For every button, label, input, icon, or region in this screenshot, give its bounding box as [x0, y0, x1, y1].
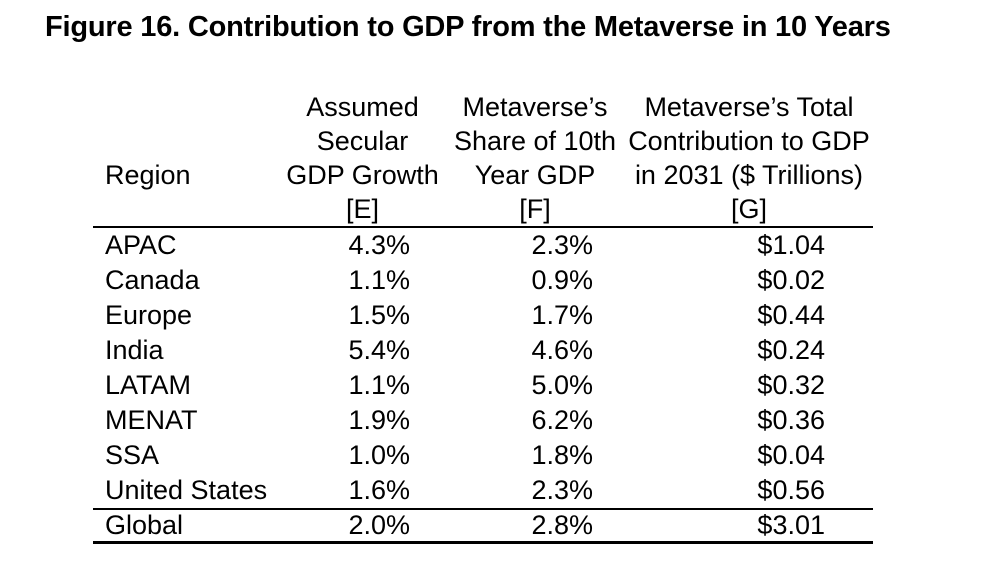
metaverse-share-cell: 4.6% — [531, 335, 593, 365]
header-line: Metaverse’s — [462, 92, 608, 122]
header-line: Metaverse’s Total — [644, 92, 854, 122]
metaverse-share-cell: 0.9% — [531, 265, 593, 295]
gdp-growth-cell: 1.6% — [348, 475, 410, 505]
table-row: MENAT 1.9% 6.2% $0.36 — [93, 403, 873, 438]
column-header-region: Region — [93, 90, 280, 228]
table-row: LATAM 1.1% 5.0% $0.32 — [93, 368, 873, 403]
table-row: India 5.4% 4.6% $0.24 — [93, 333, 873, 368]
gdp-growth-cell: 4.3% — [348, 230, 410, 260]
region-cell: APAC — [105, 230, 177, 260]
metaverse-share-cell: 2.3% — [531, 230, 593, 260]
table-header-row: Region Assumed Secular GDP Growth [E] Me… — [93, 90, 873, 228]
column-label: [F] — [519, 194, 551, 224]
header-line: Region — [105, 160, 191, 190]
gdp-contribution-cell: $0.32 — [757, 370, 825, 400]
gdp-contribution-cell: $0.44 — [757, 300, 825, 330]
column-header-metaverse-share: Metaverse’s Share of 10th Year GDP [F] — [445, 90, 625, 228]
column-header-gdp-growth: Assumed Secular GDP Growth [E] — [280, 90, 445, 228]
gdp-growth-cell: 1.0% — [348, 440, 410, 470]
metaverse-share-cell: 1.7% — [531, 300, 593, 330]
gdp-growth-cell: 1.5% — [348, 300, 410, 330]
gdp-growth-cell: 1.9% — [348, 405, 410, 435]
header-line: Contribution to GDP — [628, 126, 870, 156]
gdp-growth-cell: 5.4% — [348, 335, 410, 365]
figure-title: Figure 16. Contribution to GDP from the … — [45, 11, 891, 43]
gdp-contribution-cell: $0.02 — [757, 265, 825, 295]
metaverse-share-cell: 2.3% — [531, 475, 593, 505]
gdp-contribution-cell: $0.56 — [757, 475, 825, 505]
column-label — [105, 192, 280, 226]
column-label: [G] — [730, 194, 767, 224]
metaverse-share-cell: 5.0% — [531, 370, 593, 400]
gdp-contribution-cell: $0.24 — [757, 335, 825, 365]
metaverse-share-cell: 1.8% — [531, 440, 593, 470]
column-header-total-contribution: Metaverse’s Total Contribution to GDP in… — [625, 90, 873, 228]
region-cell: Global — [93, 508, 280, 544]
table-row: Canada 1.1% 0.9% $0.02 — [93, 263, 873, 298]
header-line: in 2031 ($ Trillions) — [634, 160, 864, 190]
header-line: Share of 10th — [453, 126, 617, 156]
metaverse-share-cell: 6.2% — [531, 405, 593, 435]
region-cell: Europe — [105, 300, 193, 330]
region-cell: Canada — [105, 265, 200, 295]
header-line: Assumed — [306, 92, 419, 122]
gdp-contribution-cell: $0.04 — [757, 440, 825, 470]
gdp-contribution-cell: $1.04 — [757, 230, 825, 260]
gdp-contribution-cell: $3.01 — [625, 508, 873, 544]
header-line: Secular — [316, 126, 409, 156]
header-line: GDP Growth — [286, 160, 439, 190]
gdp-contribution-cell: $0.36 — [757, 405, 825, 435]
header-line: Year GDP — [474, 160, 596, 190]
region-cell: SSA — [105, 440, 160, 470]
gdp-growth-cell: 1.1% — [348, 265, 410, 295]
table-total-row: Global 2.0% 2.8% $3.01 — [93, 508, 873, 544]
table-row: SSA 1.0% 1.8% $0.04 — [93, 438, 873, 473]
region-cell: LATAM — [105, 370, 192, 400]
metaverse-share-cell: 2.8% — [445, 508, 625, 544]
region-cell: MENAT — [105, 405, 198, 435]
gdp-growth-cell: 1.1% — [348, 370, 410, 400]
region-cell: United States — [105, 475, 268, 505]
table-row: APAC 4.3% 2.3% $1.04 — [93, 227, 873, 263]
table-row: Europe 1.5% 1.7% $0.44 — [93, 298, 873, 333]
region-cell: India — [105, 335, 164, 365]
table-row: United States 1.6% 2.3% $0.56 — [93, 473, 873, 509]
gdp-contribution-table: Region Assumed Secular GDP Growth [E] Me… — [93, 90, 873, 544]
column-label: [E] — [345, 194, 379, 224]
gdp-growth-cell: 2.0% — [280, 508, 445, 544]
